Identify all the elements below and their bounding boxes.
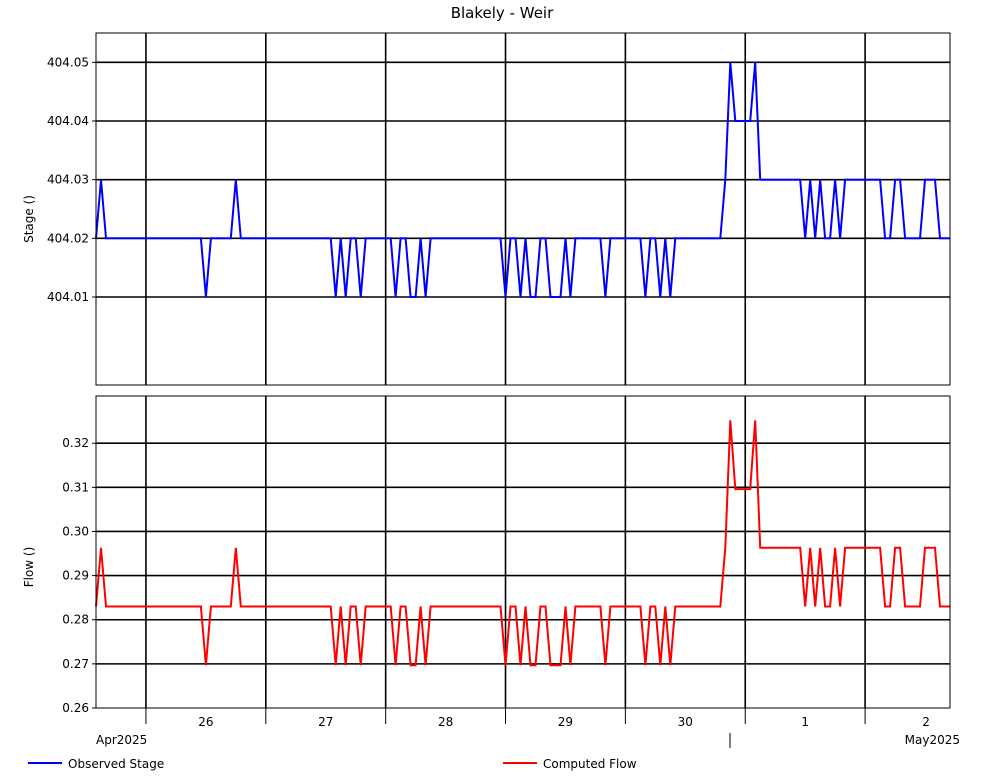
flow-y-tick-label: 0.30 — [62, 524, 89, 538]
chart-title: Blakely - Weir — [451, 4, 554, 22]
stage-plot-frame — [95, 32, 951, 386]
flow-y-tick-label: 0.31 — [62, 480, 89, 494]
legend-label-flow: Computed Flow — [543, 757, 637, 771]
flow-y-tick-label: 0.29 — [62, 569, 89, 583]
date-axis: 26 27 28 29 30 1 2 Apr2025 May2025 — [96, 707, 960, 748]
stage-y-axis-label: Stage () — [22, 195, 36, 243]
legend: Observed Stage Computed Flow — [28, 757, 637, 771]
x-tick-label: 26 — [198, 715, 213, 729]
stage-y-tick-label: 404.01 — [47, 290, 89, 304]
x-tick-label: 2 — [922, 715, 930, 729]
flow-y-tick-label: 0.32 — [62, 436, 89, 450]
month-label-may: May2025 — [905, 733, 960, 747]
flow-grid — [96, 396, 950, 708]
flow-series — [95, 420, 950, 667]
stage-y-tick-label: 404.05 — [47, 55, 89, 69]
x-tick-label: 27 — [318, 715, 333, 729]
x-ticks: 26 27 28 29 30 1 2 — [145, 708, 930, 729]
flow-y-tick-label: 0.27 — [62, 657, 89, 671]
flow-series-line — [95, 420, 950, 667]
legend-label-stage: Observed Stage — [68, 757, 164, 771]
stage-grid — [96, 33, 950, 385]
stage-y-tick-label: 404.03 — [47, 173, 89, 187]
stage-series-line — [95, 62, 950, 298]
flow-y-ticks: 0.26 0.27 0.28 0.29 0.30 0.31 0.32 — [62, 436, 96, 715]
flow-y-axis-label: Flow () — [22, 547, 36, 588]
flow-y-tick-label: 0.26 — [62, 701, 89, 715]
flow-panel: 0.26 0.27 0.28 0.29 0.30 0.31 0.32 Flow () — [22, 395, 951, 715]
stage-series — [95, 62, 950, 298]
stage-panel: 404.01 404.02 404.03 404.04 404.05 Stage () — [22, 32, 951, 386]
x-tick-label: 30 — [678, 715, 693, 729]
x-tick-label: 1 — [801, 715, 809, 729]
month-label-apr: Apr2025 — [96, 733, 147, 747]
stage-y-tick-label: 404.04 — [47, 114, 89, 128]
stage-y-tick-label: 404.02 — [47, 231, 89, 245]
x-tick-label: 29 — [558, 715, 573, 729]
x-tick-label: 28 — [438, 715, 453, 729]
flow-y-tick-label: 0.28 — [62, 613, 89, 627]
stage-y-ticks: 404.01 404.02 404.03 404.04 404.05 — [47, 55, 96, 304]
